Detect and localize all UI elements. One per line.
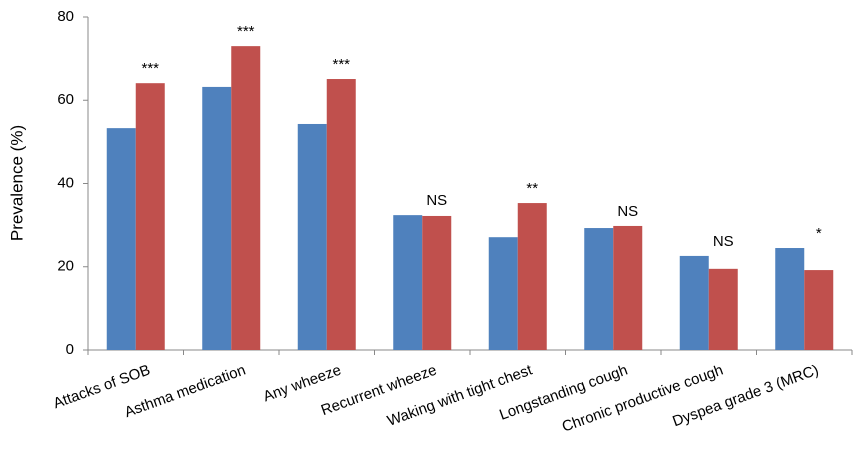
significance-label: * — [816, 225, 822, 242]
y-tick-label: 20 — [57, 258, 74, 275]
bar — [135, 83, 165, 350]
significance-label: NS — [713, 233, 734, 250]
y-tick-label: 0 — [66, 341, 74, 358]
significance-label: *** — [237, 23, 255, 40]
y-tick-label: 40 — [57, 174, 74, 191]
bar — [775, 248, 805, 350]
bar — [679, 255, 709, 350]
y-tick-label: 60 — [57, 91, 74, 108]
bar — [488, 237, 518, 350]
bar — [422, 215, 452, 350]
bar — [106, 128, 136, 350]
bar — [202, 86, 232, 351]
bar — [613, 225, 643, 350]
bar — [326, 79, 356, 351]
significance-label: NS — [617, 203, 638, 220]
bar — [584, 228, 614, 350]
x-tick-label: Chronic productive cough — [560, 362, 726, 436]
bar — [297, 123, 327, 350]
bar — [804, 270, 834, 350]
significance-label: *** — [141, 60, 159, 77]
bar — [231, 46, 261, 350]
significance-label: *** — [332, 56, 350, 73]
bar — [393, 215, 423, 350]
bar — [708, 268, 738, 350]
y-axis-label: Prevalence (%) — [7, 125, 26, 241]
bar — [517, 203, 547, 350]
significance-label: ** — [526, 180, 538, 197]
significance-label: NS — [426, 192, 447, 209]
y-tick-label: 80 — [57, 8, 74, 25]
